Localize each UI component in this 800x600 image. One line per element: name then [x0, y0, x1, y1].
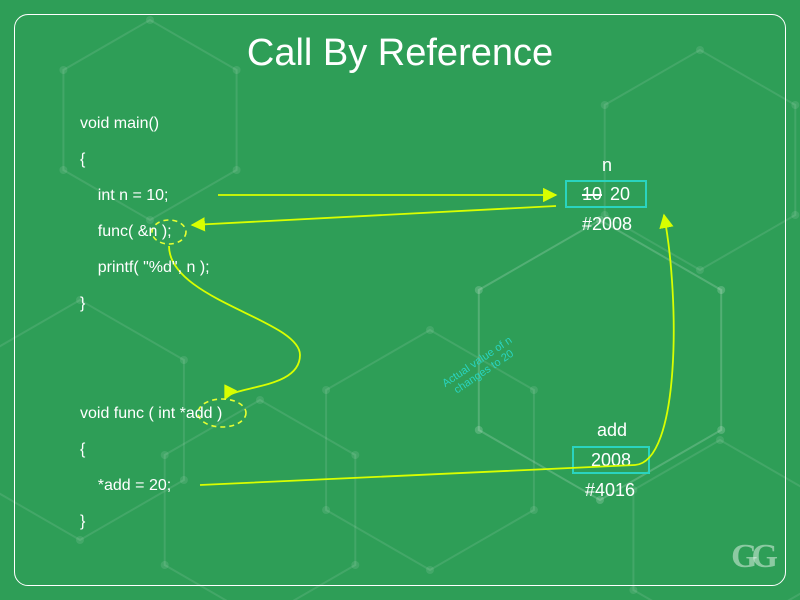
code-main-line: { [80, 151, 85, 169]
var-n-address: #2008 [582, 214, 632, 235]
code-main-line: int n = 10; [80, 187, 169, 205]
var-n-box: 10 20 [565, 180, 647, 208]
code-main-line: } [80, 295, 85, 313]
code-main-line: func( &n ); [80, 223, 172, 241]
code-func-line: } [80, 513, 85, 531]
var-add-box: 2008 [572, 446, 650, 474]
note-text: Actual value of n changes to 20 [440, 334, 521, 399]
var-add-label: add [597, 420, 627, 441]
code-main-line: printf( "%d", n ); [80, 259, 210, 277]
arrow-layer [0, 0, 800, 600]
var-n-new: 20 [610, 184, 630, 205]
code-func-line: void func ( int *add ) [80, 405, 222, 423]
code-main-line: void main() [80, 115, 159, 133]
var-add-address: #4016 [585, 480, 635, 501]
slide-title: Call By Reference [0, 32, 800, 75]
var-add-value: 2008 [591, 450, 631, 471]
frame-border [14, 14, 786, 586]
logo: GG [731, 538, 772, 576]
var-n-old: 10 [582, 184, 602, 205]
var-n-label: n [602, 155, 612, 176]
background-hex [0, 0, 800, 600]
diagram-canvas: Call By Reference n 10 20 #2008 add 2008… [0, 0, 800, 600]
code-func-line: { [80, 441, 85, 459]
code-func-line: *add = 20; [80, 477, 171, 495]
